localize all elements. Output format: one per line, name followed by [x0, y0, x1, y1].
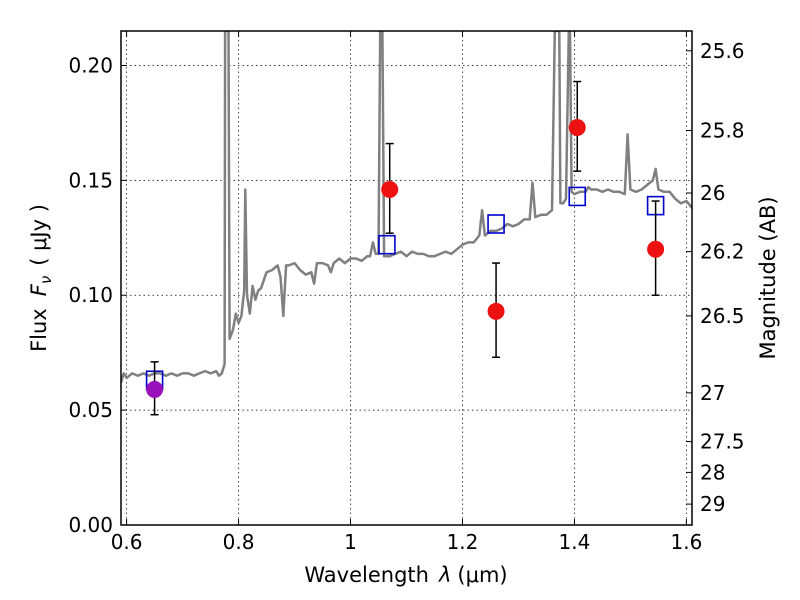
right-tick-label: 27.5: [700, 430, 745, 454]
y-axis-ticks: 0.00 0.05 0.10 0.15 0.20: [68, 53, 127, 537]
right-tick-label: 26.5: [700, 304, 745, 328]
right-tick-label: 25.8: [700, 118, 745, 142]
right-axis-ticks: 25.6 25.8 26 26.2 26.5 27 27.5 28 29: [686, 39, 745, 516]
model-photometry-square: [568, 186, 587, 207]
x-tick-label: 1.4: [559, 530, 591, 554]
right-tick-label: 26.2: [700, 240, 745, 264]
plot-frame: [120, 30, 693, 526]
y-tick-label: 0.20: [68, 53, 113, 77]
observed-flux-point: [146, 380, 164, 398]
sed-model-line: [121, 31, 692, 383]
right-tick-label: 29: [700, 492, 725, 516]
right-tick-label: 27: [700, 381, 725, 405]
observed-flux-point: [647, 240, 665, 258]
x-tick-label: 1: [344, 530, 357, 554]
observed-points-layer: [146, 119, 665, 398]
right-tick-label: 26: [700, 181, 725, 205]
right-tick-label: 28: [700, 460, 725, 484]
plot-area: [121, 31, 692, 525]
x-tick-label: 0.8: [223, 530, 255, 554]
y-tick-label: 0.15: [68, 168, 113, 192]
x-axis-label: Wavelength λ (μm): [304, 563, 507, 587]
model-photometry-square: [487, 214, 505, 234]
observed-flux-point: [568, 119, 586, 137]
model-photometry-square: [378, 234, 396, 255]
observed-flux-point: [381, 181, 399, 199]
y-axis-label: FluxFν( μJy ): [27, 204, 55, 352]
sed-model-layer: [121, 31, 692, 383]
observed-flux-point: [487, 302, 505, 320]
x-tick-label: 1.2: [447, 530, 479, 554]
y-tick-label: 0.10: [68, 283, 113, 307]
x-axis-ticks: 0.6 0.8 1 1.2 1.4 1.6: [111, 31, 702, 554]
x-tick-label: 0.6: [111, 530, 143, 554]
right-tick-label: 25.6: [700, 39, 745, 63]
x-tick-label: 1.6: [670, 530, 702, 554]
right-axis-label: Magnitude (AB): [756, 196, 780, 359]
y-tick-label: 0.00: [68, 513, 113, 537]
y-tick-label: 0.05: [68, 398, 113, 422]
